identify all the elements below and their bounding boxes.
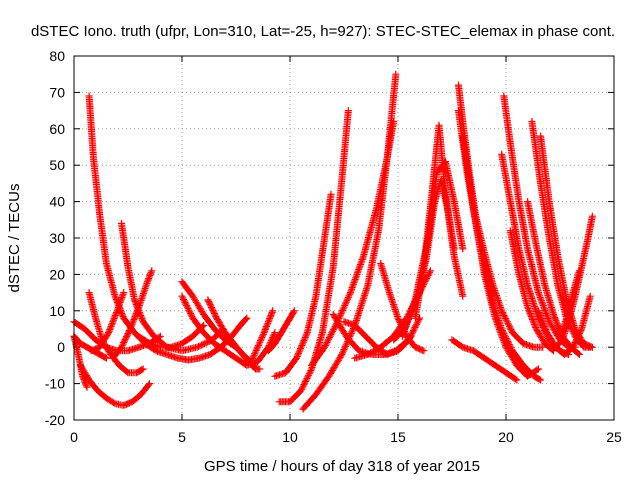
y-tick-label: 10 <box>49 303 65 319</box>
y-tick-label: 50 <box>49 157 65 173</box>
data-series <box>308 118 398 369</box>
data-series <box>524 198 583 358</box>
data-point-markers <box>135 321 208 351</box>
data-point-markers <box>77 361 154 409</box>
data-point-markers <box>109 267 156 362</box>
data-series <box>506 227 557 355</box>
data-series <box>459 132 542 380</box>
data-series <box>556 267 583 344</box>
data-point-markers <box>556 267 583 344</box>
data-point-markers <box>459 132 542 380</box>
x-tick-label: 10 <box>282 429 298 445</box>
x-tick-label: 5 <box>178 429 186 445</box>
data-point-markers <box>411 121 467 322</box>
data-series <box>455 107 545 384</box>
x-axis-label: GPS time / hours of day 318 of year 2015 <box>204 458 480 475</box>
y-tick-label: 40 <box>49 194 65 210</box>
x-tick-label: 25 <box>606 429 622 445</box>
data-series <box>275 107 352 406</box>
data-point-markers <box>448 336 521 384</box>
data-point-markers <box>506 227 557 355</box>
data-series <box>109 267 156 362</box>
data-point-markers <box>524 198 583 358</box>
y-tick-label: 0 <box>57 339 65 355</box>
chart-title: dSTEC Iono. truth (ufpr, Lon=310, Lat=-2… <box>31 23 615 40</box>
data-point-markers <box>528 118 594 351</box>
data-series <box>135 321 208 351</box>
data-point-markers <box>87 289 128 355</box>
data-point-markers <box>500 92 579 351</box>
data-point-markers <box>204 296 264 373</box>
data-series <box>247 307 277 366</box>
data-series <box>528 118 594 351</box>
y-tick-label: 70 <box>49 84 65 100</box>
y-tick-label: 80 <box>49 48 65 64</box>
data-point-markers <box>308 118 398 369</box>
y-tick-label: 20 <box>49 266 65 282</box>
y-tick-label: 30 <box>49 230 65 246</box>
data-series <box>87 289 128 355</box>
x-tick-label: 15 <box>390 429 406 445</box>
y-tick-label: -20 <box>45 412 65 428</box>
data-point-markers <box>275 107 352 406</box>
y-axis-label: dSTEC / TECUs <box>6 184 23 293</box>
plot-frame <box>73 55 615 421</box>
plot-area <box>70 70 596 413</box>
data-series <box>77 361 154 409</box>
data-point-markers <box>455 107 545 384</box>
y-tick-label: -10 <box>45 376 65 392</box>
data-series <box>500 92 579 351</box>
data-series <box>264 307 298 355</box>
data-series <box>448 336 521 384</box>
data-point-markers <box>264 307 298 355</box>
data-series <box>204 296 264 373</box>
data-point-markers <box>271 190 335 380</box>
data-point-markers <box>247 307 277 366</box>
x-tick-label: 20 <box>498 429 514 445</box>
y-tick-label: 60 <box>49 121 65 137</box>
x-tick-label: 0 <box>70 429 78 445</box>
tick-labels: -20 -10 0 10 20 30 40 50 60 70 80 0 5 10 15 20 25 <box>45 48 622 445</box>
data-series <box>271 190 335 380</box>
data-series <box>411 121 467 322</box>
